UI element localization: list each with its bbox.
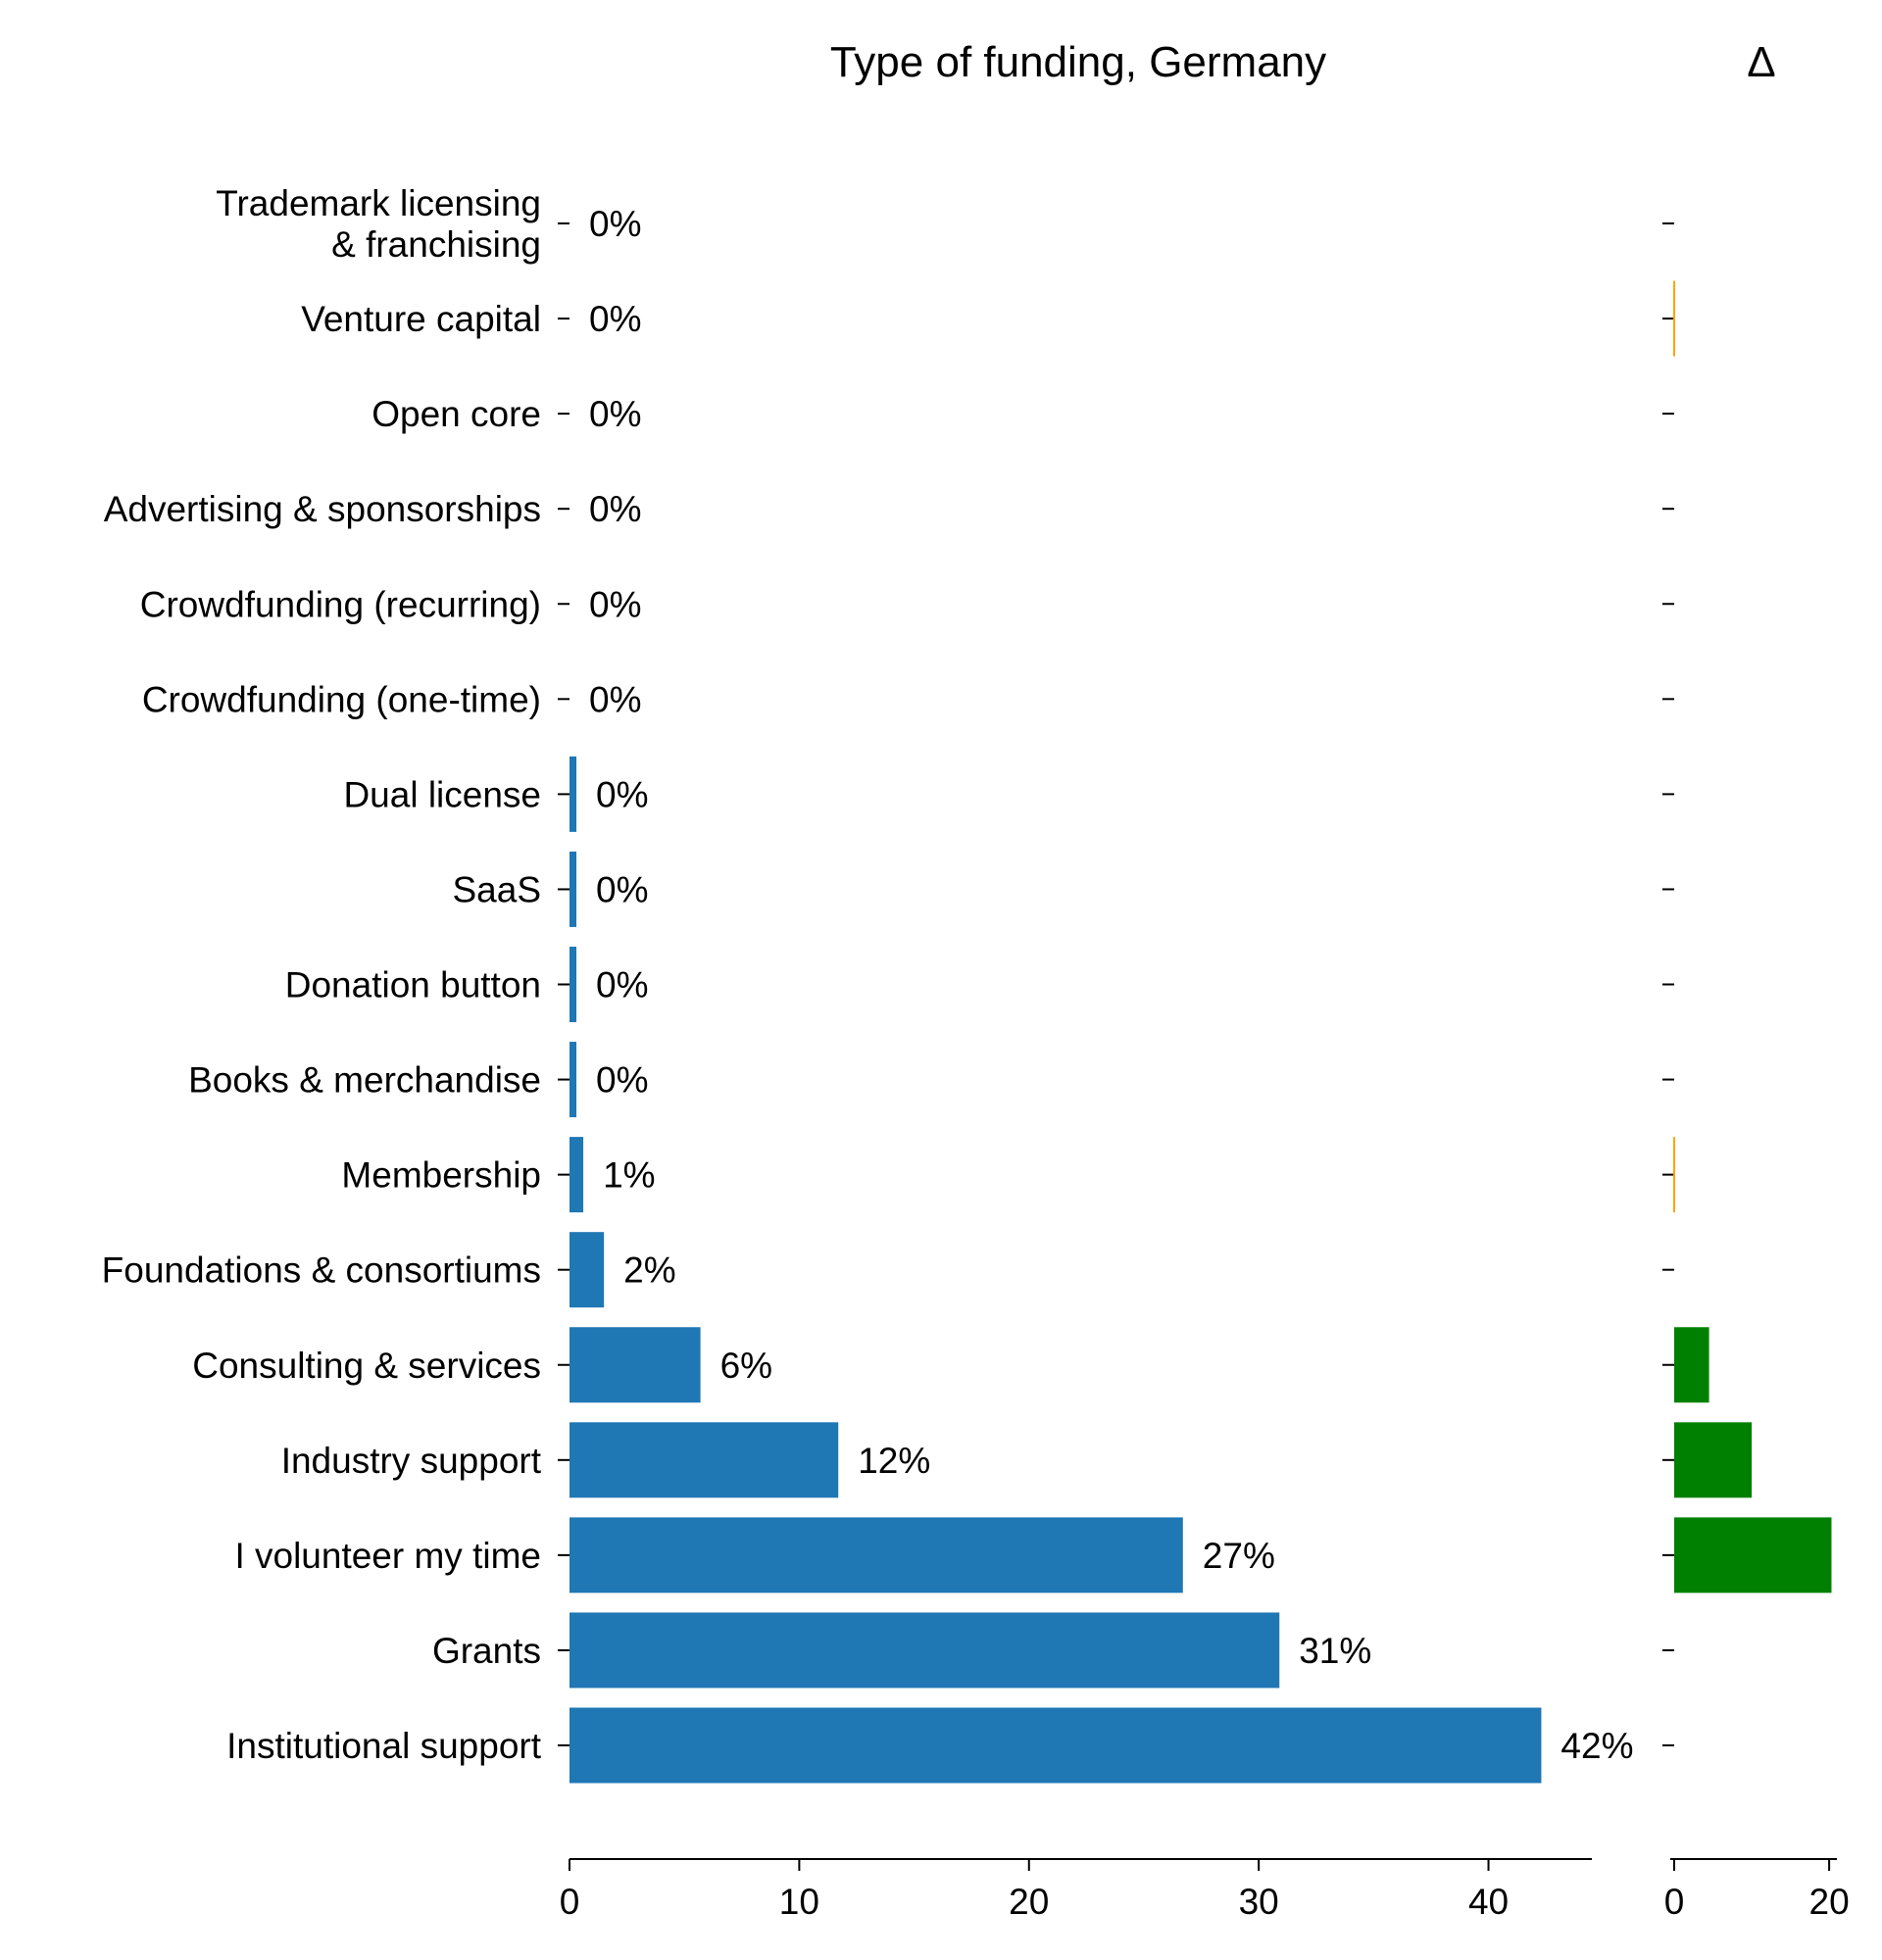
value-label: 0% <box>589 584 641 624</box>
x-tick-label: 20 <box>1009 1882 1049 1922</box>
category-label: Books & merchandise <box>188 1060 541 1101</box>
category-label: Industry support <box>281 1441 542 1481</box>
value-label: 2% <box>623 1250 675 1291</box>
category-label-line: Trademark licensing <box>216 183 541 223</box>
category-label: Crowdfunding (recurring) <box>140 584 541 624</box>
delta-bar <box>1673 280 1675 357</box>
main-panel: Trademark licensing & franchising 0% Ventur… <box>102 183 1634 1922</box>
x-tick-label: 10 <box>779 1882 819 1922</box>
category-label: Trademark licensing & franchising <box>216 183 541 265</box>
bar <box>570 756 577 832</box>
category-label: Open core <box>371 394 541 434</box>
value-label: 42% <box>1560 1726 1633 1766</box>
value-label: 27% <box>1203 1536 1275 1576</box>
bar <box>570 851 577 927</box>
value-label: 0% <box>596 1060 648 1101</box>
bar <box>570 1422 839 1498</box>
delta-x-tick-label: 20 <box>1809 1882 1850 1922</box>
bar <box>570 1517 1183 1593</box>
value-label: 0% <box>596 774 648 814</box>
category-label: Grants <box>432 1631 541 1671</box>
delta-panel: 0 20 <box>1662 222 1850 1922</box>
category-label: Consulting & services <box>192 1346 541 1386</box>
category-label: SaaS <box>452 869 541 909</box>
bar <box>570 1707 1542 1784</box>
chart-title: Type of funding, Germany <box>830 38 1326 86</box>
bar <box>570 1042 577 1118</box>
category-label: Dual license <box>343 774 541 814</box>
value-label: 12% <box>858 1441 930 1481</box>
bar <box>570 947 577 1022</box>
delta-bar <box>1674 1517 1832 1593</box>
x-tick-label: 30 <box>1239 1882 1279 1922</box>
category-label: Donation button <box>285 965 541 1005</box>
category-label: Foundations & consortiums <box>102 1250 541 1291</box>
category-label: Advertising & sponsorships <box>104 489 541 529</box>
delta-bar <box>1674 1422 1753 1498</box>
category-label: Venture capital <box>301 299 541 339</box>
value-label: 0% <box>589 204 641 244</box>
value-label: 0% <box>589 489 641 529</box>
value-label: 0% <box>596 869 648 909</box>
category-label: Membership <box>341 1155 541 1196</box>
category-label: Crowdfunding (one-time) <box>142 679 541 719</box>
value-label: 1% <box>603 1155 655 1196</box>
bar <box>570 1232 605 1308</box>
value-label: 6% <box>720 1346 772 1386</box>
x-tick-label: 0 <box>560 1882 580 1922</box>
bar <box>570 1137 584 1213</box>
value-label: 0% <box>589 679 641 719</box>
bar <box>570 1327 701 1403</box>
value-label: 31% <box>1299 1631 1371 1671</box>
category-label: Institutional support <box>226 1726 542 1766</box>
value-label: 0% <box>596 965 648 1005</box>
bar <box>570 1612 1280 1689</box>
delta-x-tick-label: 0 <box>1664 1882 1685 1922</box>
delta-title: Δ <box>1747 38 1775 86</box>
x-tick-label: 40 <box>1468 1882 1509 1922</box>
value-label: 0% <box>589 299 641 339</box>
delta-bar <box>1674 1327 1709 1403</box>
category-label: I volunteer my time <box>234 1536 541 1576</box>
value-label: 0% <box>589 394 641 434</box>
category-label-line: & franchising <box>331 224 541 265</box>
delta-bar <box>1673 1137 1675 1213</box>
